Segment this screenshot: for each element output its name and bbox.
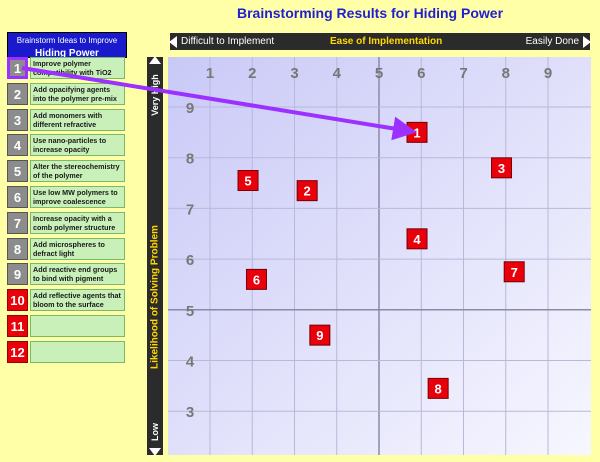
x-axis-left-label: Difficult to Implement [181, 36, 275, 47]
y-tick-label: 4 [186, 354, 195, 371]
data-point-marker [237, 170, 259, 192]
grid [168, 57, 591, 455]
idea-item-8[interactable]: 8 Add microspheres to defract light [7, 237, 125, 260]
x-axis-title: Ease of Implementation [330, 36, 443, 47]
data-point-label: 7 [511, 265, 518, 280]
idea-text[interactable]: Increase opacity with a comb polymer str… [30, 211, 125, 234]
data-point-6[interactable]: 6 [245, 268, 267, 290]
data-point-4[interactable]: 4 [406, 228, 428, 250]
x-tick-label: 9 [544, 65, 552, 82]
annotation-arrow [21, 66, 417, 141]
data-point-2[interactable]: 2 [296, 180, 318, 202]
idea-item-7[interactable]: 7 Increase opacity with a comb polymer st… [7, 211, 125, 234]
data-point-label: 3 [498, 161, 505, 176]
idea-item-6[interactable]: 6 Use low MW polymers to improve coalesce… [7, 186, 125, 208]
data-point-7[interactable]: 7 [503, 261, 525, 283]
idea-number-badge: 4 [7, 134, 28, 157]
idea-number-badge: 12 [7, 340, 28, 363]
idea-text[interactable]: Add opacifying agents into the polymer p… [30, 82, 125, 105]
data-point-marker [427, 377, 449, 399]
panel-header-line2: Hiding Power [35, 48, 99, 59]
idea-number-badge: 3 [7, 108, 28, 131]
y-tick-label: 8 [186, 151, 194, 168]
annotation-arrow-line [21, 66, 417, 141]
idea-item-10[interactable]: 10 Add reflective agents that bloom to th… [7, 289, 125, 312]
data-point-3[interactable]: 3 [491, 157, 513, 179]
data-point-marker [406, 228, 428, 250]
y-tick-label: 5 [186, 303, 194, 320]
idea-text[interactable]: Use nano-particles to increase opacity [30, 134, 125, 157]
y-tick-label: 9 [186, 100, 194, 117]
data-point-label: 1 [413, 125, 420, 140]
arrow-left-icon [169, 36, 177, 48]
page-title: Brainstorming Results for Hiding Power [236, 5, 504, 21]
data-point-label: 5 [244, 174, 251, 189]
idea-item-9[interactable]: 9 Add reactive end groups to bind with pi… [7, 263, 125, 286]
idea-text[interactable]: Alter the stereochemistry of the polymer [30, 160, 125, 183]
x-tick-label: 3 [290, 65, 298, 82]
y-tick-label: 3 [186, 404, 194, 421]
data-point-9[interactable]: 9 [309, 324, 331, 346]
panel-header-line1: Brainstorm Ideas to Improve [16, 36, 118, 45]
x-tick-label: 7 [459, 65, 467, 82]
data-point-marker [503, 261, 525, 283]
data-point-1[interactable]: 1 [406, 121, 428, 143]
data-point-marker [296, 180, 318, 202]
idea-text[interactable]: Add monomers with different refractive i… [30, 108, 125, 131]
idea-text[interactable]: Use low MW polymers to improve coalescen… [30, 186, 125, 208]
data-point-label: 8 [435, 381, 442, 396]
idea-text[interactable]: Add microspheres to defract light [30, 237, 125, 260]
data-point-marker [309, 324, 331, 346]
idea-number-badge: 11 [7, 315, 28, 337]
x-tick-label: 5 [375, 65, 383, 82]
idea-number-badge: 9 [7, 263, 28, 286]
y-tick-label: 6 [186, 252, 194, 269]
idea-item-4[interactable]: 4 Use nano-particles to increase opacity [7, 134, 125, 157]
idea-item-2[interactable]: 2 Add opacifying agents into the polymer … [7, 82, 125, 105]
idea-item-12[interactable]: 12 [7, 340, 125, 363]
idea-number-badge: 7 [7, 211, 28, 234]
idea-number-badge: 2 [7, 82, 28, 105]
data-point-5[interactable]: 5 [237, 170, 259, 192]
x-tick-label: 2 [248, 65, 256, 82]
y-tick-label: 7 [186, 201, 194, 218]
idea-text[interactable] [30, 315, 125, 337]
x-tick-label: 8 [502, 65, 510, 82]
idea-item-3[interactable]: 3 Add monomers with different refractive … [7, 108, 125, 131]
idea-number-badge: 6 [7, 186, 28, 208]
idea-number-badge: 10 [7, 289, 28, 312]
data-points: 1 2 3 4 5 6 7 8 9 [237, 121, 525, 399]
arrow-up-icon [149, 56, 161, 64]
x-tick-label: 6 [417, 65, 425, 82]
data-point-label: 6 [253, 272, 260, 287]
data-point-marker [491, 157, 513, 179]
x-axis-bar: Difficult to Implement Ease of Implement… [169, 33, 591, 50]
idea-number-badge: 8 [7, 237, 28, 260]
x-tick-label: 4 [333, 65, 342, 82]
data-point-label: 2 [304, 184, 311, 199]
idea-item-5[interactable]: 5 Alter the stereochemistry of the polyme… [7, 160, 125, 183]
data-point-8[interactable]: 8 [427, 377, 449, 399]
data-point-label: 4 [413, 232, 421, 247]
x-axis-right-label: Easily Done [525, 36, 579, 47]
arrow-right-icon [583, 36, 591, 48]
data-point-marker [245, 268, 267, 290]
idea-text[interactable]: Add reflective agents that bloom to the … [30, 289, 125, 312]
y-axis-bar: Very High Likelihood of Solving Problem … [147, 56, 163, 456]
arrow-down-icon [149, 448, 161, 456]
idea-number-badge: 5 [7, 160, 28, 183]
tick-labels: 1 2 3 4 5 6 7 8 9 3 4 5 6 7 8 9 [186, 65, 552, 421]
idea-item-11[interactable]: 11 [7, 315, 125, 337]
data-point-label: 9 [316, 328, 323, 343]
idea-text[interactable] [30, 340, 125, 363]
x-tick-label: 1 [206, 65, 214, 82]
idea-text[interactable]: Add reactive end groups to bind with pig… [30, 263, 125, 286]
